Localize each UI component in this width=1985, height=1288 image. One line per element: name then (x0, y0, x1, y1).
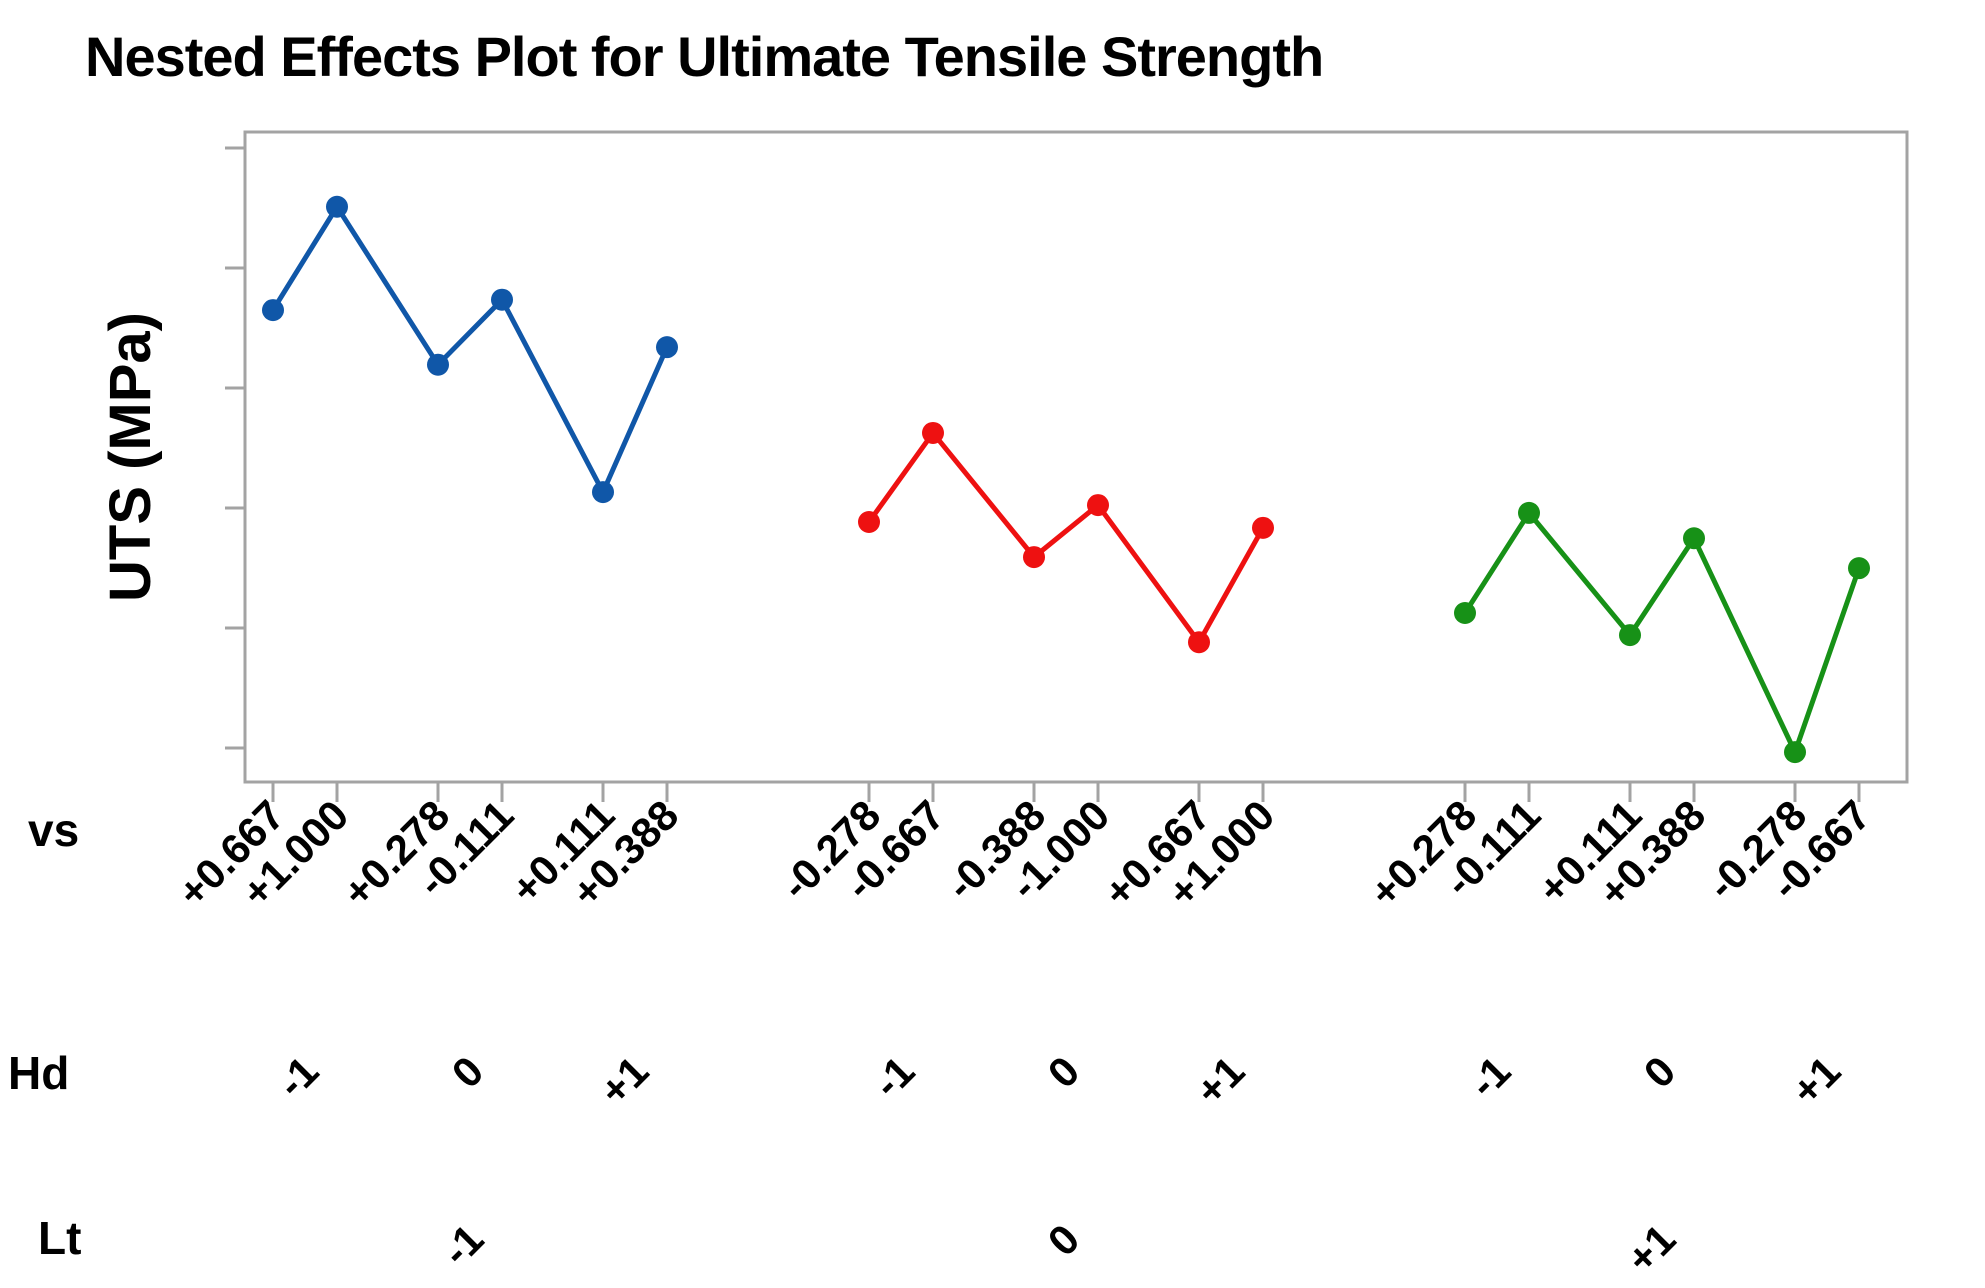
row-header-vs: vs (28, 804, 79, 856)
data-point (1087, 494, 1109, 517)
x-tick-label-hd: -1 (268, 1047, 328, 1107)
data-point (427, 353, 449, 376)
row-header-hd: Hd (8, 1047, 69, 1099)
x-tick-label-hd: 0 (443, 1047, 493, 1097)
data-point (491, 288, 513, 311)
x-tick-label-hd: -1 (1460, 1047, 1520, 1107)
x-tick-label-hd: +1 (590, 1047, 657, 1114)
data-point (1784, 741, 1806, 764)
data-point (1683, 527, 1705, 550)
data-point (922, 421, 944, 444)
data-point (1619, 624, 1641, 647)
series-line (866, 428, 1266, 647)
chart-title: Nested Effects Plot for Ultimate Tensile… (85, 25, 1323, 88)
data-point (858, 511, 880, 533)
data-point (656, 336, 678, 359)
x-tick-label-lt: +1 (1617, 1215, 1684, 1282)
data-point (326, 195, 348, 218)
series-line (1462, 508, 1862, 759)
data-point (1454, 602, 1476, 624)
x-tick-label-lt: 0 (1039, 1215, 1089, 1265)
data-point (262, 299, 284, 322)
data-point (1023, 546, 1045, 569)
x-tick-label-hd: 0 (1635, 1047, 1685, 1097)
data-point (1848, 557, 1870, 580)
x-tick-label-lt: -1 (433, 1215, 493, 1275)
plot-area: +0.667+1.000+0.278-0.111+0.111+0.388 -0.2… (168, 130, 1909, 1282)
x-tick-label-hd: 0 (1039, 1047, 1089, 1097)
y-axis-label: UTS (MPa) (98, 312, 163, 602)
x-tick-label-hd: +1 (1782, 1047, 1849, 1114)
series-line (270, 202, 670, 498)
x-tick-label-hd: -1 (864, 1047, 924, 1107)
data-point (592, 481, 614, 504)
x-tick-label-hd: +1 (1186, 1047, 1253, 1114)
data-point (1518, 501, 1540, 524)
plot-border (243, 130, 1909, 784)
data-point (1188, 631, 1210, 654)
row-header-lt: Lt (38, 1212, 81, 1264)
data-point (1252, 516, 1274, 539)
